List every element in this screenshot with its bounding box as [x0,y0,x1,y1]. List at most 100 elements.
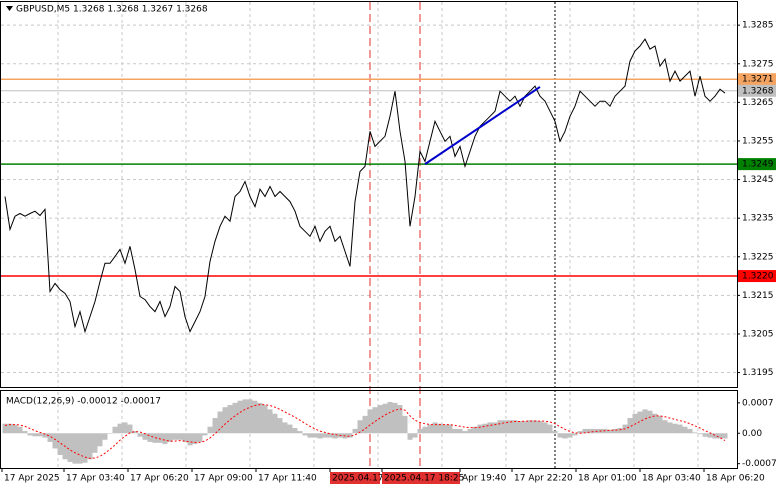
y-tick-label: 1.3255 [742,136,774,146]
macd-bar [187,433,193,446]
y-tick-label: 1.3195 [742,368,774,378]
macd-bar [177,433,183,440]
macd-bar [262,405,268,434]
macd-bar [207,426,213,434]
macd-bar [12,424,18,434]
macd-bar [527,420,533,434]
macd-bar [667,422,673,434]
x-label-box [330,472,380,484]
macd-bar [257,402,263,434]
level-label-box [738,84,776,97]
macd-bar [692,432,698,434]
macd-bar [442,424,448,434]
x-tick-label: 17 Apr 22:20 [514,474,573,484]
macd-bar [67,433,73,462]
macd-bar [477,424,483,434]
macd-bar [722,433,728,439]
macd-bar [297,431,303,434]
macd-bar [217,411,223,434]
macd-bar [282,422,288,434]
macd-bar [432,422,438,434]
macd-bar [452,428,458,434]
marks [1,38,737,464]
macd-bar [317,433,323,439]
level-label: 1.3268 [742,86,774,96]
macd-bar [292,428,298,434]
macd-bar [192,433,198,445]
macd-bar [547,424,553,434]
macd-bar [242,399,248,434]
macd-bar [697,433,703,435]
level-label-box [738,270,776,283]
macd-bar [577,431,583,434]
level-label: 1.3271 [742,75,774,85]
macd-panel-frame [0,390,738,469]
macd-bar [17,426,23,434]
y-tick-label: 1.3265 [742,98,774,108]
macd-bar [112,426,118,434]
macd-bar [662,420,668,434]
macd-bar [657,415,663,434]
macd-bar [532,420,538,434]
macd-bar [497,420,503,434]
macd-bar [137,433,143,437]
macd-bar [422,426,428,434]
macd-bar [357,420,363,434]
macd-bar [302,433,308,436]
macd-bar [367,409,373,434]
macd-bar [582,428,588,434]
y-tick-label: 1.3205 [742,329,774,339]
level-label-box [738,73,776,86]
x-tick-label: 2025.04.17 18:25 [384,474,464,484]
macd-bar [387,401,393,434]
macd-bar [702,433,708,437]
macd-bar [567,433,573,438]
macd-bar [212,418,218,434]
macd-signal [4,404,726,459]
macd-bar [587,428,593,434]
x-tick-label: 17 Apr 11:40 [258,474,317,484]
symbol-icon [6,6,13,11]
macd-bar [202,433,208,436]
macd-bar [617,428,623,434]
main-panel-frame [0,1,738,388]
macd-bar [647,410,653,434]
macd-bar [517,421,523,434]
macd-bar [402,415,408,434]
macd-bar [87,433,93,460]
macd-bar [372,407,378,434]
macd-bar [347,433,353,438]
macd-title: MACD(12,26,9) -0.00012 -0.00017 [6,397,161,407]
macd-bar [42,433,48,438]
macd-bar [377,405,383,434]
macd-bar [77,433,83,464]
macd-y-tick-label: 0.0007 [742,398,774,408]
macd-bar [147,433,153,442]
macd-bar [392,402,398,434]
macd-y-tick-label: 0.00 [742,429,762,439]
macd-bar [322,433,328,438]
macd-bar [467,428,473,434]
price-line [4,38,726,334]
macd-bar [307,433,313,438]
macd-bar [522,421,528,434]
macd-bar [72,433,78,464]
macd-bar [687,428,693,434]
macd-bar [677,424,683,434]
macd-bar [707,433,713,438]
macd-bar [632,413,638,434]
macd-bar [47,433,53,442]
x-label-box [382,472,460,484]
x-tick-label: 17 Apr 03:40 [66,474,125,484]
macd-bar [117,423,123,434]
macd-bar [397,405,403,434]
macd-bar [507,420,513,434]
macd-bar [272,413,278,434]
level-label: 1.3249 [742,160,774,170]
x-tick-label: 18 Apr 01:00 [578,474,637,484]
macd-bar [362,415,368,434]
macd-bar [652,413,658,434]
macd-bar [172,433,178,440]
macd-bar [167,433,173,442]
macd-bar [717,433,723,439]
